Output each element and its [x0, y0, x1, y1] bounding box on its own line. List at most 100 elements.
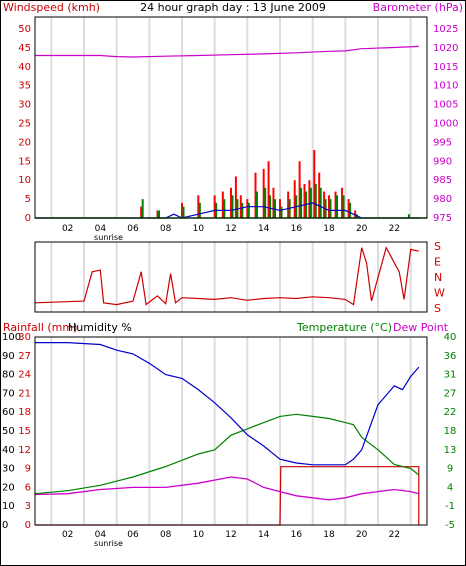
compass-label-N-2: N: [434, 271, 442, 284]
windspeed-tick-50: 50: [18, 24, 31, 35]
temp-tick-13: 13: [444, 445, 457, 456]
windspeed-tick-40: 40: [18, 62, 31, 73]
windspeed-tick-45: 45: [18, 43, 31, 54]
temp-tick-4: 4: [447, 482, 453, 493]
wind-plot-frame: [34, 16, 428, 219]
windspeed-tick-20: 20: [18, 137, 31, 148]
rain-tick-21: 21: [18, 388, 31, 399]
windspeed-tick-0: 0: [25, 213, 31, 224]
temp-tick-40: 40: [444, 332, 457, 343]
barometer-tick-1005: 1005: [433, 100, 458, 111]
sunrise-label: sunrise: [94, 233, 123, 242]
compass-label-E-1: E: [434, 256, 441, 269]
temp-tick-22: 22: [444, 407, 457, 418]
x-tick-label-22: 22: [389, 224, 400, 234]
dewpoint-axis-title: Dew Point: [393, 321, 449, 334]
humidity-tick-90: 90: [2, 351, 15, 362]
x-tick-label-16: 16: [291, 530, 303, 540]
humidity-tick-70: 70: [2, 388, 15, 399]
direction-plot-area: [35, 242, 427, 312]
humidity-tick-80: 80: [2, 370, 15, 381]
sunrise-label: sunrise: [94, 539, 123, 548]
temp-tick--1: -1: [445, 501, 455, 512]
x-tick-label-02: 02: [62, 530, 73, 540]
temp-tick-36: 36: [444, 351, 457, 362]
barometer-tick-985: 985: [433, 175, 452, 186]
x-tick-label-04: 04: [95, 530, 107, 540]
barometer-line: [35, 45, 419, 58]
humidity-line: [35, 342, 420, 466]
barometer-tick-1020: 1020: [433, 43, 458, 54]
rain-tick-12: 12: [18, 445, 31, 456]
x-tick-label-08: 08: [160, 530, 172, 540]
rain-tick-15: 15: [18, 426, 31, 437]
rain-tick-0: 0: [25, 520, 31, 531]
barometer-axis-title: Barometer (hPa): [373, 1, 463, 14]
dewpoint-line: [34, 476, 419, 501]
x-tick-label-14: 14: [258, 530, 270, 540]
x-tick-label-06: 06: [127, 224, 139, 234]
wind-average-line: [35, 202, 419, 219]
windspeed-tick-10: 10: [18, 175, 31, 186]
barometer-tick-1015: 1015: [433, 62, 458, 73]
temperature-line: [34, 413, 420, 495]
barometer-tick-990: 990: [433, 156, 452, 167]
temp-tick-18: 18: [444, 426, 457, 437]
humidity-tick-50: 50: [2, 426, 15, 437]
x-tick-label-14: 14: [258, 224, 270, 234]
x-tick-label-10: 10: [193, 224, 205, 234]
rain-tick-9: 9: [25, 464, 31, 475]
x-tick-label-18: 18: [323, 224, 335, 234]
x-tick-label-02: 02: [62, 224, 73, 234]
humidity-tick-100: 100: [2, 332, 21, 343]
humidity-tick-0: 0: [2, 520, 8, 531]
windspeed-tick-35: 35: [18, 81, 31, 92]
temperature-axis-title: Temperature (°C): [296, 321, 392, 334]
temp-tick-27: 27: [444, 388, 457, 399]
compass-label-W-3: W: [434, 287, 445, 300]
x-tick-label-04: 04: [95, 224, 107, 234]
x-tick-label-18: 18: [323, 530, 335, 540]
x-tick-label-12: 12: [225, 530, 236, 540]
barometer-tick-1025: 1025: [433, 24, 458, 35]
windspeed-tick-30: 30: [18, 100, 31, 111]
rain-tick-24: 24: [18, 370, 31, 381]
rain-tick-18: 18: [18, 407, 31, 418]
barometer-tick-995: 995: [433, 137, 452, 148]
windspeed-axis-title: Windspeed (kmh): [3, 1, 100, 14]
windspeed-tick-15: 15: [18, 156, 31, 167]
rain-tick-3: 3: [25, 501, 31, 512]
wind-direction-line: [34, 246, 419, 306]
wind-plot-area: [35, 17, 427, 218]
barometer-tick-1000: 1000: [433, 119, 458, 130]
barometer-tick-1010: 1010: [433, 81, 458, 92]
humidity-tick-10: 10: [2, 501, 15, 512]
humidity-tick-30: 30: [2, 464, 15, 475]
windspeed-tick-25: 25: [18, 119, 31, 130]
rain-tick-27: 27: [18, 351, 31, 362]
compass-label-S-0: S: [434, 240, 441, 253]
direction-plot-frame: [34, 241, 428, 313]
humidity-tick-40: 40: [2, 445, 15, 456]
temp-tick--5: -5: [445, 520, 455, 531]
x-tick-label-16: 16: [291, 224, 303, 234]
rain-tick-6: 6: [25, 482, 31, 493]
temp-tick-9: 9: [447, 464, 453, 475]
humidity-axis-title: Humidity %: [68, 321, 132, 334]
x-tick-label-08: 08: [160, 224, 172, 234]
x-tick-label-20: 20: [356, 530, 368, 540]
barometer-tick-980: 980: [433, 194, 452, 205]
rainfall-axis-title: Rainfall (mm): [3, 321, 77, 334]
wind-barometer-panel: 0510152025303540455097598098599099510001…: [18, 16, 458, 242]
temp-tick-31: 31: [444, 370, 457, 381]
rain-tick-30: 30: [18, 332, 31, 343]
humidity-tick-60: 60: [2, 407, 15, 418]
climate-plot-frame: [34, 336, 428, 526]
humidity-tick-20: 20: [2, 482, 15, 493]
x-tick-label-10: 10: [193, 530, 205, 540]
barometer-tick-975: 975: [433, 213, 452, 224]
